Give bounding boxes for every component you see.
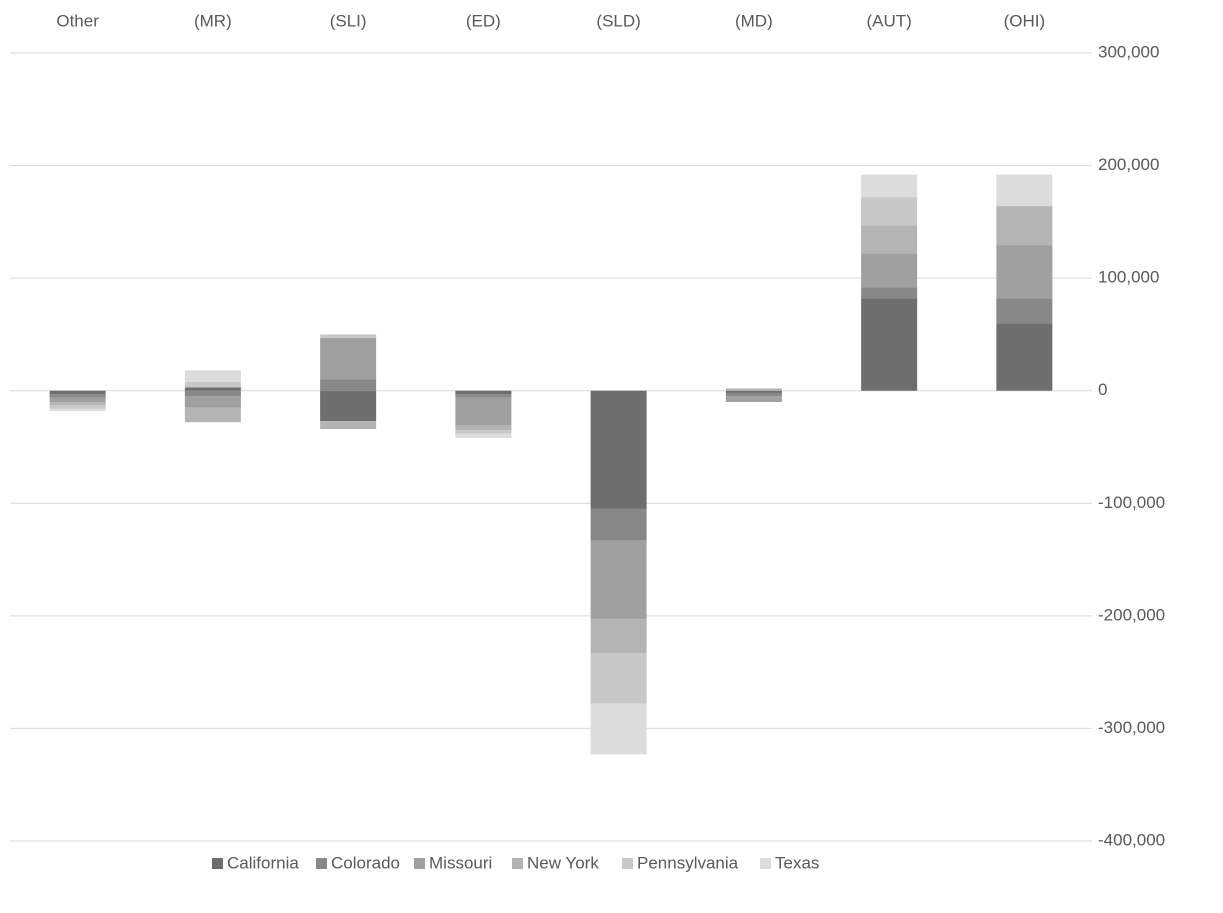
legend-label: Missouri xyxy=(429,853,492,872)
x-tick-label: (OHI) xyxy=(1004,11,1046,30)
x-tick-label: (AUT) xyxy=(866,11,911,30)
bar-segment xyxy=(455,397,512,426)
bar-segment xyxy=(49,408,106,411)
legend-label: California xyxy=(227,853,299,872)
bar-segment xyxy=(455,425,512,431)
bar-segment xyxy=(861,287,918,299)
bar-segment xyxy=(725,388,782,391)
bar-segment xyxy=(320,337,377,380)
bar-segment xyxy=(320,421,377,429)
x-tick-label: (MR) xyxy=(194,11,232,30)
bar-segment xyxy=(184,396,241,408)
legend-label: Texas xyxy=(775,853,819,872)
legend-label: New York xyxy=(527,853,599,872)
y-tick-label: 200,000 xyxy=(1098,155,1159,174)
x-tick-label: (SLD) xyxy=(596,11,640,30)
y-tick-label: 100,000 xyxy=(1098,268,1159,287)
bar-segment xyxy=(320,379,377,391)
bar-segment xyxy=(184,381,241,388)
bar-segment xyxy=(590,653,647,704)
bar-segment xyxy=(49,390,106,395)
bar-segment xyxy=(184,370,241,382)
bar-segment xyxy=(455,394,512,398)
bar-segment xyxy=(49,401,106,406)
bar-segment xyxy=(861,298,918,391)
bar-segment xyxy=(455,390,512,395)
y-tick-label: 300,000 xyxy=(1098,42,1159,61)
legend-swatch xyxy=(760,858,771,869)
legend-swatch xyxy=(622,858,633,869)
x-tick-label: (MD) xyxy=(735,11,773,30)
y-tick-label: -100,000 xyxy=(1098,493,1165,512)
bar-segment xyxy=(725,392,782,397)
bar-segment xyxy=(861,197,918,226)
bar-segment xyxy=(455,433,512,438)
y-tick-label: -200,000 xyxy=(1098,605,1165,624)
bar-segment xyxy=(996,245,1053,299)
legend-label: Pennsylvania xyxy=(637,853,739,872)
bar-segment xyxy=(590,540,647,620)
bar-segment xyxy=(996,206,1053,246)
bar-segment xyxy=(996,298,1053,324)
legend-swatch xyxy=(316,858,327,869)
bar-segment xyxy=(455,430,512,434)
bar-segment xyxy=(996,323,1053,391)
legend-swatch xyxy=(512,858,523,869)
legend-label: Colorado xyxy=(331,853,400,872)
bar-segment xyxy=(49,394,106,398)
bar-segment xyxy=(320,334,377,338)
bar-segment xyxy=(590,619,647,654)
bar-segment xyxy=(184,390,241,397)
bar-segment xyxy=(184,387,241,391)
x-tick-label: (SLI) xyxy=(330,11,367,30)
bar-segment xyxy=(725,390,782,393)
x-tick-label: Other xyxy=(56,11,99,30)
bar-segment xyxy=(49,405,106,409)
x-tick-label: (ED) xyxy=(466,11,501,30)
bar-segment xyxy=(49,397,106,402)
bar-segment xyxy=(590,703,647,755)
bar-segment xyxy=(996,174,1053,207)
y-tick-label: -400,000 xyxy=(1098,830,1165,849)
legend-swatch xyxy=(212,858,223,869)
bar-segment xyxy=(861,225,918,254)
bar-segment xyxy=(590,390,647,509)
y-tick-label: 0 xyxy=(1098,380,1107,399)
bar-segment xyxy=(725,396,782,402)
bar-segment xyxy=(590,508,647,541)
legend-swatch xyxy=(414,858,425,869)
bar-segment xyxy=(861,253,918,288)
y-tick-label: -300,000 xyxy=(1098,718,1165,737)
bar-segment xyxy=(184,407,241,423)
bar-segment xyxy=(861,174,918,198)
bar-segment xyxy=(320,390,377,422)
